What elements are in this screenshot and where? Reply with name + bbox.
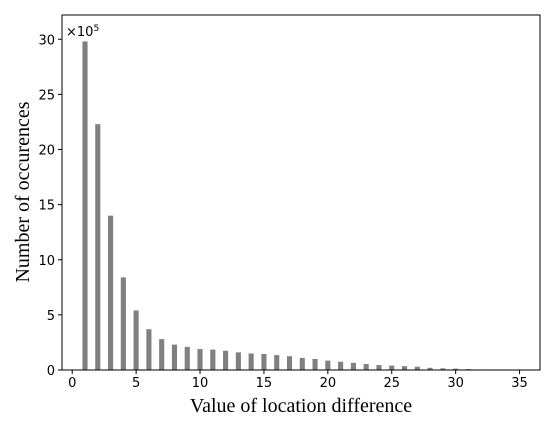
- multiplier-exponent: 5: [93, 24, 99, 34]
- bar: [363, 363, 369, 370]
- bar: [401, 366, 408, 370]
- bar: [133, 310, 139, 370]
- y-tick-label: 5: [47, 309, 55, 324]
- bar: [453, 368, 459, 370]
- bar: [210, 349, 216, 370]
- x-tick-label: 20: [320, 376, 337, 391]
- bar: [146, 329, 152, 370]
- bar: [82, 41, 88, 371]
- bar: [299, 357, 305, 370]
- x-tick-label: 15: [256, 376, 273, 391]
- y-tick-label: 10: [38, 254, 55, 269]
- bar: [274, 355, 280, 370]
- bar: [120, 277, 126, 370]
- y-tick-label: 15: [38, 199, 55, 214]
- x-tick-label: 25: [383, 376, 400, 391]
- x-tick-label: 35: [511, 376, 528, 391]
- bar: [235, 352, 241, 370]
- y-tick-label: 0: [47, 364, 55, 379]
- y-tick-label: 25: [38, 88, 55, 103]
- bar: [223, 350, 229, 370]
- bar: [286, 356, 293, 370]
- bar: [389, 365, 395, 370]
- bar: [427, 367, 433, 370]
- bar: [197, 349, 203, 370]
- bar: [248, 353, 254, 370]
- x-tick-label: 0: [68, 376, 76, 391]
- bar: [440, 368, 446, 370]
- x-tick-label: 30: [447, 376, 464, 391]
- y-multiplier: ×105: [66, 24, 99, 40]
- bar: [95, 124, 101, 370]
- y-tick-label: 20: [38, 144, 55, 159]
- bar: [376, 365, 382, 370]
- x-tick-label: 5: [132, 376, 140, 391]
- plot-frame: [61, 14, 541, 371]
- y-tick-label: 30: [38, 33, 55, 48]
- x-axis-label: Value of location difference: [190, 395, 412, 417]
- bar: [184, 346, 190, 370]
- bar: [171, 344, 178, 370]
- bar: [414, 366, 420, 370]
- bar: [338, 361, 344, 370]
- x-tick-label: 10: [192, 376, 209, 391]
- bar: [312, 358, 318, 370]
- bar: [350, 362, 356, 370]
- bar: [261, 354, 267, 370]
- bar: [159, 339, 165, 370]
- multiplier-base: ×10: [66, 25, 93, 40]
- bar: [325, 360, 331, 370]
- bar: [108, 215, 114, 370]
- y-axis-label: Number of occurences: [12, 101, 34, 282]
